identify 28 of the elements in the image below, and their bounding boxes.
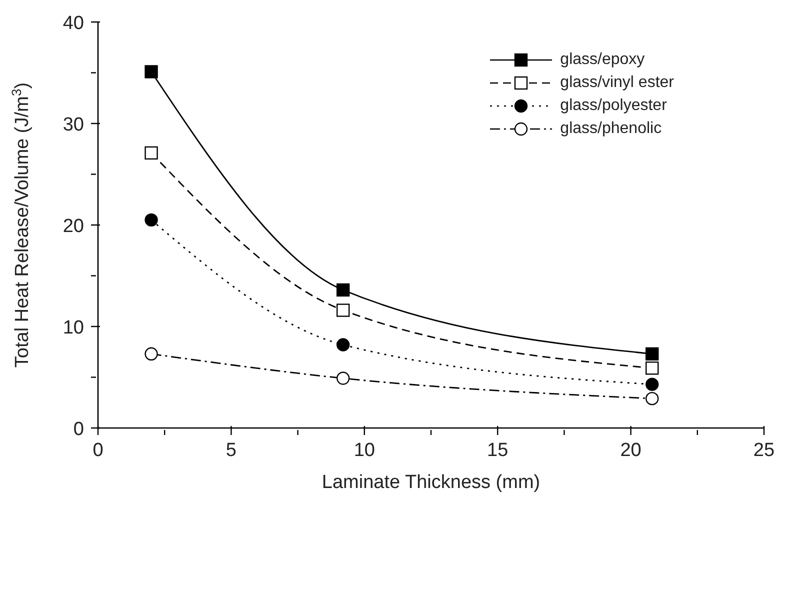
point xyxy=(646,392,659,406)
point xyxy=(144,213,158,227)
x-tick-label: 20 xyxy=(620,440,642,461)
y-tick-label: 0 xyxy=(73,419,84,440)
y-tick-label: 40 xyxy=(62,13,84,34)
legend-label: glass/epoxy xyxy=(560,50,645,68)
x-tick-label: 15 xyxy=(487,440,508,461)
point xyxy=(144,65,158,78)
point xyxy=(646,362,659,375)
point xyxy=(144,146,158,160)
legend-label: glass/phenolic xyxy=(560,120,662,138)
point xyxy=(336,304,350,317)
point xyxy=(646,347,659,361)
point xyxy=(336,372,350,385)
y-tick-label: 20 xyxy=(62,216,84,237)
x-tick-label: 25 xyxy=(753,440,775,461)
point xyxy=(646,378,659,391)
legend-label: glass/vinyl ester xyxy=(560,74,674,92)
legend-label: glass/polyester xyxy=(560,96,667,114)
y-tick-label: 30 xyxy=(62,114,84,136)
x-tick-label: 0 xyxy=(92,440,104,461)
x-tick-label: 5 xyxy=(226,440,236,461)
x-axis-title: Laminate Thickness (mm) xyxy=(322,472,540,493)
point xyxy=(336,283,350,297)
y-tick-label: 10 xyxy=(62,318,84,338)
x-tick-label: 10 xyxy=(354,440,375,461)
point xyxy=(336,338,350,352)
point xyxy=(144,347,158,361)
